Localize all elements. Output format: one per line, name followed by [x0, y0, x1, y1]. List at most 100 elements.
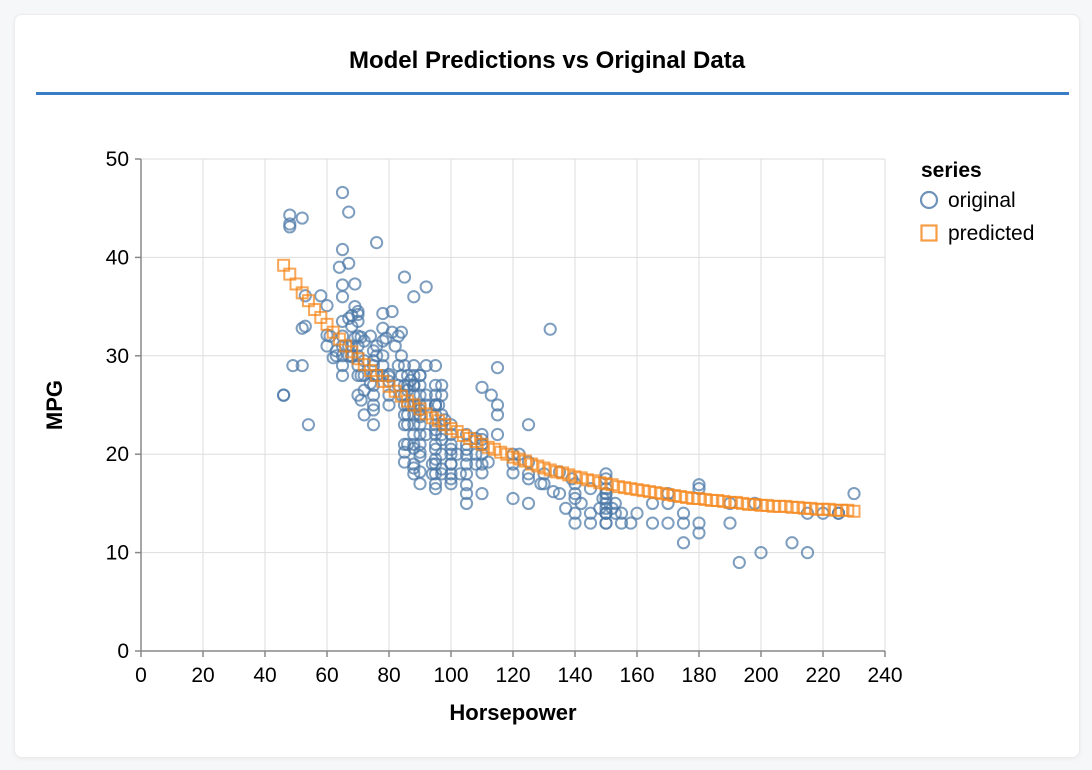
- original-point: [419, 280, 433, 294]
- original-point: [459, 457, 474, 471]
- y-tick-label: 40: [106, 246, 129, 269]
- y-tick-label: 30: [106, 345, 129, 368]
- original-point: [546, 484, 560, 499]
- original-point: [335, 278, 350, 292]
- original-point: [298, 319, 312, 333]
- original-point: [459, 496, 474, 510]
- chart-card: Model Predictions vs Original Data 0 20 40…: [14, 14, 1080, 758]
- original-point: [661, 516, 675, 530]
- original-point: [692, 516, 706, 530]
- original-point: [692, 478, 706, 492]
- y-tick-label: 50: [106, 148, 129, 171]
- original-point: [568, 506, 582, 520]
- original-point: [624, 516, 638, 530]
- original-point: [394, 325, 408, 339]
- legend-title: series: [921, 159, 982, 182]
- original-point: [382, 398, 396, 412]
- original-point: [335, 349, 350, 363]
- x-tick-label: 80: [377, 664, 400, 687]
- original-point: [552, 486, 567, 501]
- original-point: [370, 236, 384, 250]
- original-point: [521, 496, 536, 510]
- original-point: [785, 536, 799, 550]
- x-tick-label: 200: [743, 664, 778, 687]
- original-point: [506, 491, 520, 506]
- chart-canvas: 0 20 40 60 80 100 120 140 160 180 200 220 240 0 10 20 30…: [42, 148, 1034, 725]
- legend-symbol-predicted-square-icon: [920, 224, 938, 242]
- original-point: [342, 205, 356, 219]
- original-point: [831, 506, 846, 520]
- legend-label-predicted: predicted: [948, 222, 1034, 245]
- original-point: [351, 307, 365, 322]
- original-point: [428, 359, 443, 373]
- original-point: [413, 368, 427, 383]
- original-point: [397, 455, 412, 469]
- original-point: [407, 368, 421, 383]
- original-point: [459, 478, 474, 492]
- original-point: [444, 467, 458, 481]
- original-point: [413, 427, 427, 442]
- original-point: [568, 516, 582, 530]
- original-point: [608, 496, 622, 510]
- original-point: [351, 314, 365, 328]
- original-point: [521, 418, 536, 432]
- original-point: [599, 516, 613, 530]
- original-point: [490, 398, 505, 412]
- original-point: [490, 427, 505, 442]
- x-axis-title: Horsepower: [449, 700, 577, 725]
- gridlines: [141, 158, 886, 651]
- original-point: [490, 361, 505, 375]
- original-point: [490, 408, 505, 422]
- original-point: [335, 290, 350, 304]
- original-point: [574, 496, 588, 510]
- original-point: [277, 388, 291, 402]
- y-tick-label: 20: [106, 443, 129, 466]
- original-point: [676, 536, 691, 550]
- original-point: [435, 378, 449, 392]
- original-point: [342, 256, 356, 270]
- original-point: [732, 555, 746, 570]
- original-point: [376, 306, 390, 321]
- original-point: [348, 277, 362, 291]
- original-point: [506, 466, 520, 480]
- title-divider: [36, 92, 1069, 95]
- axes: 0 20 40 60 80 100 120 140 160 180 200 220 240 0 10 20 30…: [106, 148, 903, 687]
- original-point: [283, 217, 297, 231]
- original-point: [444, 457, 458, 471]
- original-point: [481, 455, 495, 469]
- original-point: [407, 437, 421, 451]
- x-tick-label: 160: [619, 664, 654, 687]
- y-tick-label: 10: [106, 542, 129, 565]
- legend-symbol-original-circle-icon: [919, 190, 939, 210]
- x-tick-label: 240: [867, 664, 902, 687]
- original-point: [335, 329, 350, 343]
- x-tick-label: 60: [315, 664, 338, 687]
- original-point: [484, 388, 498, 402]
- original-point: [521, 467, 536, 481]
- original-point: [428, 477, 443, 491]
- original-point: [614, 516, 629, 530]
- legend: series original predicted: [919, 159, 1034, 245]
- original-point: [583, 516, 598, 530]
- x-tick-label: 20: [191, 664, 214, 687]
- original-point: [754, 546, 768, 560]
- original-point: [407, 457, 421, 471]
- original-point: [537, 477, 551, 491]
- original-point: [335, 359, 350, 373]
- original-point: [295, 359, 309, 373]
- original-point: [419, 359, 433, 373]
- original-point: [444, 477, 458, 491]
- original-point: [475, 466, 489, 480]
- x-tick-label: 100: [433, 664, 468, 687]
- original-point: [413, 449, 427, 463]
- original-point: [543, 322, 557, 336]
- original-point: [301, 418, 315, 432]
- plot-area: 0 20 40 60 80 100 120 140 160 180 200 220 240 0 10 20 30…: [106, 148, 903, 687]
- original-point: [335, 242, 350, 257]
- original-point: [521, 472, 536, 486]
- original-point: [475, 380, 489, 394]
- original-point: [363, 329, 377, 343]
- original-point: [676, 516, 691, 530]
- original-point: [608, 506, 622, 520]
- original-point: [376, 349, 390, 363]
